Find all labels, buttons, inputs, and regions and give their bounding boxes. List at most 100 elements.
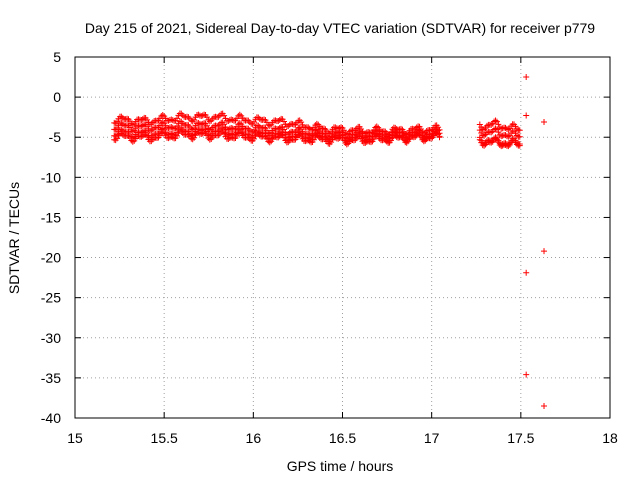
data-point [119,121,126,128]
data-point [435,131,442,138]
data-point [505,133,512,140]
data-point [144,123,151,130]
data-point [505,126,512,133]
x-tick-label: 16 [246,430,262,446]
data-point [276,125,283,132]
data-point [195,129,202,136]
data-point [198,112,205,119]
data-point [478,139,485,146]
data-point [316,134,323,141]
data-point [245,125,252,132]
data-point [310,136,317,143]
data-point [245,117,252,124]
data-point [516,142,523,149]
data-point [159,111,166,118]
data-point [493,118,500,125]
data-point [154,117,161,124]
data-point [383,138,390,145]
data-point [188,125,195,132]
x-tick-label: 17 [424,430,440,446]
data-point [513,141,520,148]
data-point [495,139,502,146]
data-point [256,123,263,130]
data-point [206,118,213,125]
data-point [165,117,172,124]
data-point [139,122,146,129]
data-point [206,136,213,143]
data-point [276,133,283,140]
data-point [281,134,288,141]
data-point [139,132,146,139]
data-point [492,135,499,142]
data-point [188,117,195,124]
x-axis-label: GPS time / hours [287,458,394,474]
data-point [144,133,151,140]
outlier-point [541,402,548,409]
data-point [516,127,523,134]
data-point [402,139,409,146]
data-point [285,139,292,146]
y-tick-label: -35 [41,370,61,386]
y-tick-label: 0 [53,89,61,105]
data-point [397,133,404,140]
data-point [493,136,500,143]
data-point [129,128,136,135]
data-point [338,134,345,141]
data-point [261,116,268,123]
data-point [423,136,430,143]
data-point [168,133,175,140]
data-point [236,120,243,127]
data-point [165,135,172,142]
data-point [188,135,195,142]
data-point [286,137,293,144]
outlier-point [541,248,548,255]
data-point [373,132,380,139]
y-tick-label: -25 [41,290,61,306]
data-point [335,135,342,142]
data-point [493,126,500,133]
data-point [221,130,228,137]
y-tick-label: -20 [41,250,61,266]
y-tick-label: -5 [49,129,62,145]
data-point [205,116,212,123]
data-point [191,134,198,141]
y-tick-label: -10 [41,169,61,185]
data-point [215,113,222,120]
y-axis-label: SDTVAR / TECUs [6,182,22,294]
data-point [481,142,488,149]
data-point [266,122,273,129]
data-point [413,132,420,139]
outlier-point [523,269,530,276]
data-point [203,114,210,121]
data-points [111,74,548,409]
data-point [174,132,181,139]
data-point [251,127,258,134]
data-point [114,135,121,142]
x-tick-label: 15 [67,430,83,446]
outlier-point [523,74,530,81]
data-point [119,131,126,138]
data-point [476,121,483,128]
outlier-point [541,118,548,125]
data-point [256,115,263,122]
data-point [417,134,424,141]
data-point [370,136,377,143]
data-point [195,111,202,118]
data-point [358,135,365,142]
data-point [306,138,313,145]
data-point [492,117,499,124]
data-point [168,116,175,123]
data-point [191,125,198,132]
data-point [488,139,495,146]
data-point [168,124,175,131]
data-point [119,114,126,121]
data-point [488,121,495,128]
data-point [332,134,339,141]
data-point [312,133,319,140]
data-point [191,116,198,123]
data-point [129,121,136,128]
data-point [203,132,210,139]
data-point [328,139,335,146]
data-point [169,124,176,131]
